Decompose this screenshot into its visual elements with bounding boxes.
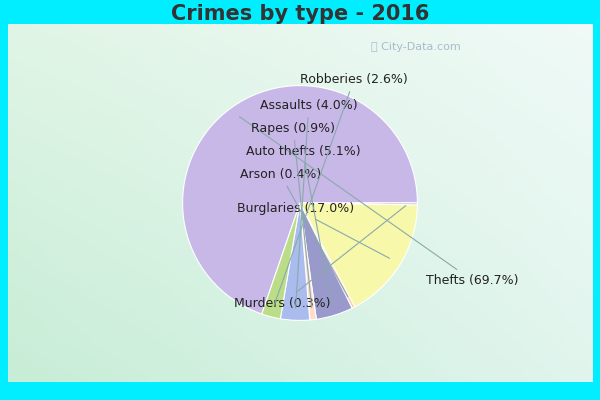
Text: ⓘ City-Data.com: ⓘ City-Data.com xyxy=(371,42,461,52)
Wedge shape xyxy=(300,203,355,308)
Wedge shape xyxy=(280,203,310,320)
Wedge shape xyxy=(300,203,418,307)
Text: Burglaries (17.0%): Burglaries (17.0%) xyxy=(237,202,389,258)
Wedge shape xyxy=(262,203,300,319)
Text: Robberies (2.6%): Robberies (2.6%) xyxy=(274,73,408,305)
Text: Crimes by type - 2016: Crimes by type - 2016 xyxy=(171,4,429,24)
Text: Assaults (4.0%): Assaults (4.0%) xyxy=(260,99,358,308)
Text: Auto thefts (5.1%): Auto thefts (5.1%) xyxy=(245,145,360,304)
Wedge shape xyxy=(300,203,418,205)
Text: Thefts (69.7%): Thefts (69.7%) xyxy=(239,117,518,287)
Text: Rapes (0.9%): Rapes (0.9%) xyxy=(251,122,335,308)
Wedge shape xyxy=(300,203,352,319)
Text: Arson (0.4%): Arson (0.4%) xyxy=(240,168,348,297)
Wedge shape xyxy=(182,86,418,314)
Wedge shape xyxy=(300,203,316,320)
Text: Murders (0.3%): Murders (0.3%) xyxy=(234,206,406,310)
